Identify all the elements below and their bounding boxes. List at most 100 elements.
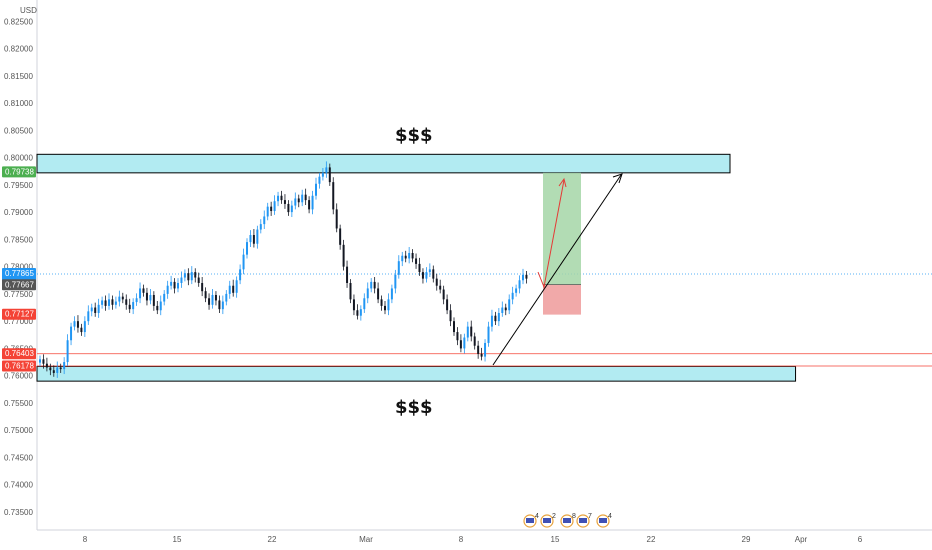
candle-body	[59, 367, 62, 370]
time-tick-label: Mar	[359, 535, 373, 544]
candle-body	[508, 299, 511, 311]
flag-icon	[579, 518, 587, 523]
support-2-badge-text: 0.76178	[5, 361, 34, 370]
candle-body	[287, 203, 290, 213]
flag-icon	[526, 518, 534, 523]
time-tick-label: 29	[742, 535, 751, 544]
economic-events[interactable]: 4 2 8 7 4	[523, 513, 612, 528]
red-price-badge-text: 0.77127	[5, 310, 34, 319]
lower-demand-zone[interactable]	[36, 365, 797, 382]
candle-body	[52, 370, 55, 373]
candle-body	[487, 326, 490, 343]
candle-body	[411, 253, 414, 259]
candle-body	[156, 305, 159, 311]
candle-body	[511, 292, 514, 300]
candle-body	[135, 298, 138, 303]
support-2-badge	[2, 360, 36, 372]
candle-body	[177, 282, 179, 289]
price-axis[interactable]: 0.82500 0.82000 0.81500 0.81000 0.80500 0.800…	[4, 17, 33, 517]
annotation-bottom: $$$	[395, 397, 433, 418]
candle-body	[349, 282, 352, 300]
long-position-tool[interactable]	[543, 172, 581, 315]
candle-body	[101, 300, 104, 305]
price-tick-label: 0.82000	[4, 45, 33, 54]
candle-body	[263, 216, 266, 225]
candle-body	[504, 307, 507, 311]
red-price-badge	[2, 308, 36, 320]
candle-body	[484, 342, 487, 357]
candle-body	[235, 280, 238, 293]
candles-layer	[39, 161, 528, 378]
annotation-top: $$$	[395, 125, 433, 146]
candle-body	[384, 305, 386, 311]
candle-body	[418, 263, 421, 273]
candle-body	[390, 288, 393, 300]
event-count: 2	[552, 513, 556, 520]
candle-body	[249, 235, 252, 243]
candle-body	[225, 293, 228, 302]
loss-zone[interactable]	[543, 284, 581, 315]
upper-supply-zone[interactable]	[36, 153, 731, 174]
candle-body	[149, 294, 152, 301]
candle-body	[211, 294, 214, 305]
candle-body	[280, 195, 283, 201]
flag-icon	[543, 518, 551, 523]
candle-body	[159, 301, 162, 311]
candle-body	[208, 298, 211, 305]
candle-body	[221, 301, 224, 310]
candle-body	[194, 272, 197, 278]
event-count: 8	[572, 513, 576, 520]
candle-body	[473, 336, 476, 346]
price-tick-label: 0.77500	[4, 290, 33, 299]
candle-body	[297, 198, 300, 203]
grey-price-badge-text: 0.77667	[5, 280, 34, 289]
candle-body	[73, 321, 76, 327]
time-tick-label: Apr	[795, 535, 808, 544]
candle-body	[408, 253, 411, 259]
flag-icon	[563, 518, 571, 523]
candle-body	[97, 304, 100, 313]
candle-body	[404, 255, 407, 259]
event-count: 7	[588, 513, 592, 520]
price-tick-label: 0.78500	[4, 235, 33, 244]
candle-body	[394, 274, 397, 289]
zones-layer	[36, 153, 797, 382]
candle-body	[463, 337, 466, 349]
candle-body	[352, 299, 355, 311]
time-axis[interactable]: 8 15 22 Mar 8 15 22 29 Apr 6	[83, 535, 863, 544]
candle-body	[415, 258, 418, 264]
candle-body	[459, 340, 462, 349]
candle-body	[332, 182, 335, 210]
candle-body	[270, 206, 273, 212]
candle-body	[166, 285, 169, 294]
price-tick-label: 0.75500	[4, 399, 33, 408]
candle-body	[304, 194, 307, 201]
candle-body	[318, 176, 321, 184]
candle-body	[87, 311, 90, 322]
candle-body	[259, 224, 262, 230]
candle-body	[118, 296, 121, 302]
upper-zone-badge-text: 0.79738	[5, 167, 34, 176]
candle-body	[228, 285, 231, 294]
candle-body	[515, 288, 518, 293]
price-tick-label: 0.82500	[4, 17, 33, 26]
trend-arrow-line[interactable]	[492, 174, 622, 366]
candle-body	[242, 254, 245, 270]
support-1-badge-text: 0.76403	[5, 349, 34, 358]
candle-body	[80, 327, 83, 333]
candle-body	[342, 244, 345, 267]
candle-body	[104, 300, 107, 306]
candle-body	[525, 274, 528, 279]
candle-body	[456, 332, 459, 341]
candle-body	[252, 235, 255, 244]
time-tick-label: 22	[647, 535, 656, 544]
candle-body	[152, 294, 155, 306]
candle-body	[187, 273, 190, 281]
candle-body	[170, 281, 173, 286]
price-tick-label: 0.79500	[4, 181, 33, 190]
candle-body	[183, 273, 186, 278]
candle-body	[108, 299, 110, 306]
price-tick-label: 0.81000	[4, 99, 33, 108]
